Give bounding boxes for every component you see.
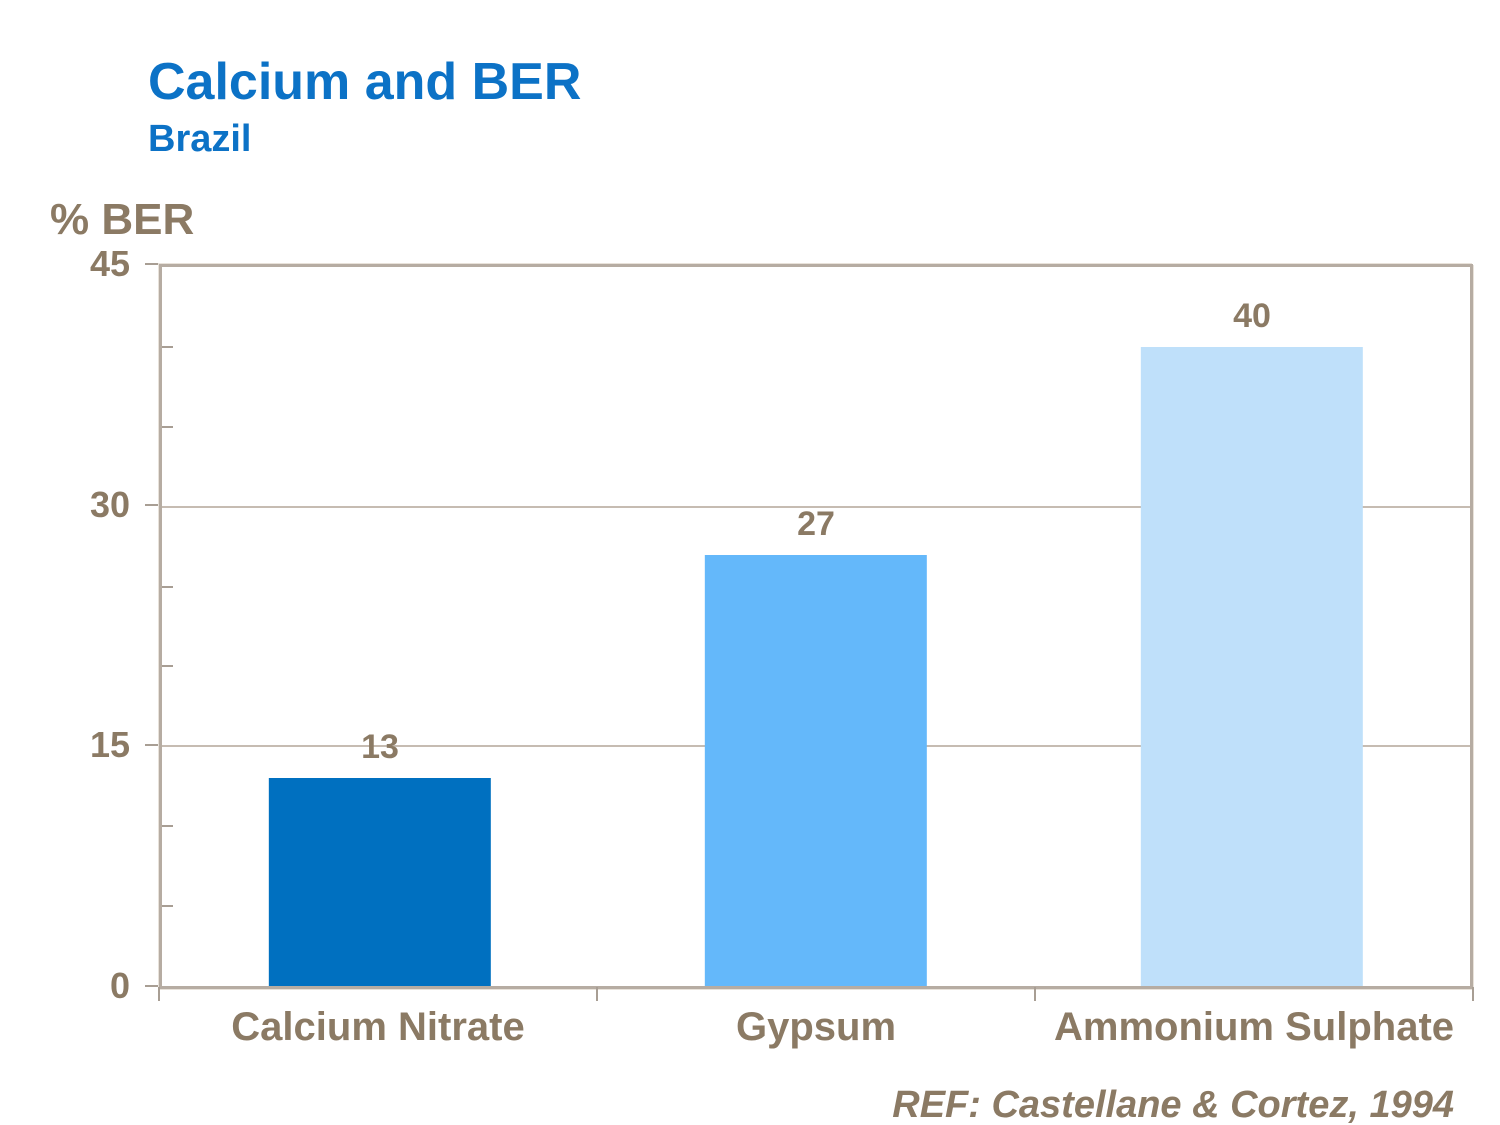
y-tick-mark-30 — [145, 503, 161, 506]
y-tick-label-30: 30 — [89, 483, 130, 525]
chart-subtitle: Brazil — [148, 118, 252, 160]
category-label-calcium-nitrate: Calcium Nitrate — [231, 1005, 525, 1049]
y-axis-minor-tick — [162, 585, 173, 588]
y-tick-mark-0 — [145, 985, 161, 987]
y-tick-label-45: 45 — [89, 243, 130, 284]
bar-value-label: 13 — [361, 728, 399, 767]
category-label-gypsum: Gypsum — [735, 1005, 897, 1049]
x-tick-mark-1 — [595, 987, 598, 1001]
bar-region-1: 27 — [598, 267, 1034, 986]
x-axis-tick-marks — [158, 987, 1474, 1001]
y-tick-mark-15 — [145, 744, 161, 747]
y-axis-tick-marks — [145, 263, 161, 987]
bar-region-2: 40 — [1034, 267, 1470, 986]
gridline-30 — [162, 505, 1470, 508]
y-tick-label-15: 15 — [89, 724, 130, 766]
bar-value-label: 40 — [1233, 296, 1271, 335]
category-label-ammonium-sulphate: Ammonium Sulphate — [1053, 1005, 1455, 1049]
bar-value-label: 27 — [797, 504, 835, 543]
y-axis-label: % BER — [50, 195, 195, 244]
x-tick-mark-2 — [1033, 987, 1036, 1001]
chart-title: Calcium and BER — [148, 53, 582, 111]
y-axis-minor-tick — [162, 345, 173, 348]
x-tick-mark-0 — [158, 987, 160, 1001]
bar-gypsum — [704, 554, 928, 986]
y-axis-minor-tick — [162, 665, 173, 668]
bar-ammonium-sulphate — [1140, 346, 1364, 986]
y-axis-minor-tick — [162, 425, 173, 428]
x-axis-category-labels: Calcium Nitrate Gypsum Ammonium Sulphate — [159, 1004, 1473, 1050]
y-tick-label-0: 0 — [109, 965, 130, 1006]
bar-calcium-nitrate — [268, 778, 492, 986]
x-tick-mark-3 — [1472, 987, 1474, 1001]
plot-area: 13 27 40 — [159, 264, 1473, 989]
y-tick-mark-45 — [145, 263, 161, 265]
y-axis-tick-labels: 0 15 30 45 — [0, 243, 130, 1006]
reference-text: REF: Castellane & Cortez, 1994 — [892, 1084, 1454, 1125]
y-axis-minor-tick — [162, 825, 173, 828]
y-axis-minor-tick — [162, 905, 173, 908]
title-block: Calcium and BER Brazil — [148, 55, 581, 159]
bar-region-0: 13 — [162, 267, 598, 986]
